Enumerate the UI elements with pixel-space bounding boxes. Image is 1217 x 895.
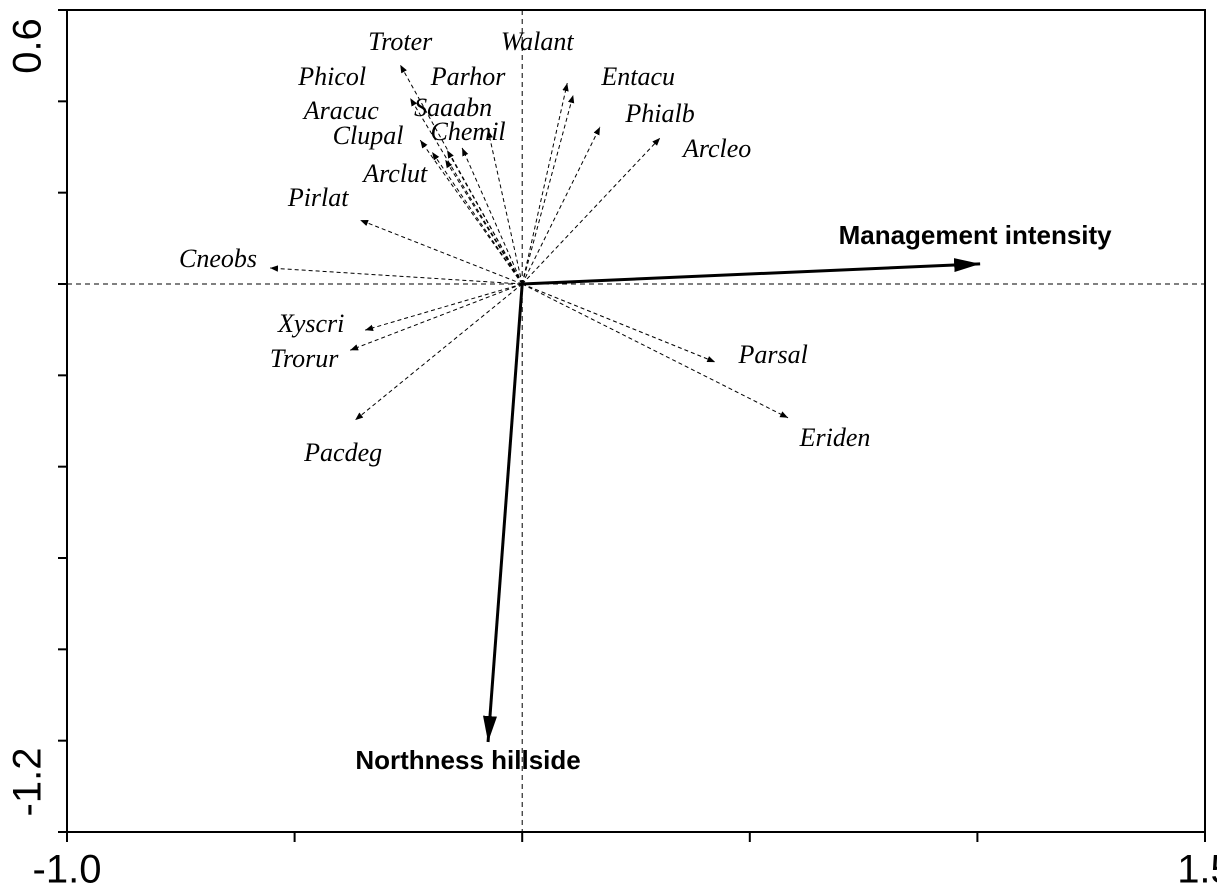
species-label: Saaabn xyxy=(414,93,492,122)
environment-label: Northness hillside xyxy=(355,745,580,775)
species-label: Chemil xyxy=(431,117,506,146)
species-label: Aracuc xyxy=(302,96,380,125)
environment-arrow xyxy=(483,283,524,743)
species-arrow xyxy=(365,283,523,331)
species-label: Arclut xyxy=(361,159,428,188)
species-label: Clupal xyxy=(333,121,404,150)
species-arrow xyxy=(354,283,523,421)
species-label: Troter xyxy=(368,27,433,56)
species-arrow xyxy=(419,139,523,285)
species-arrow xyxy=(444,159,523,285)
species-label: Phialb xyxy=(624,99,694,128)
species-arrow xyxy=(269,265,523,285)
species-arrow xyxy=(521,94,575,285)
species-label: Pacdeg xyxy=(303,438,382,467)
species-label: Cneobs xyxy=(179,244,257,273)
species-label: Entacu xyxy=(600,62,675,91)
species-arrow xyxy=(521,126,601,285)
species-arrow xyxy=(522,283,716,363)
species-arrow xyxy=(359,219,523,285)
species-label: Trorur xyxy=(270,344,339,373)
species-label: Xyscri xyxy=(277,309,344,338)
environment-arrow xyxy=(522,258,981,286)
species-label: Pirlat xyxy=(287,183,349,212)
species-label: Parhor xyxy=(430,62,507,91)
species-arrow xyxy=(461,147,523,285)
x-tick-label: 1.5 xyxy=(1177,848,1217,892)
species-arrow xyxy=(521,82,569,285)
species-label: Walant xyxy=(501,27,574,56)
species-label: Phicol xyxy=(297,62,366,91)
species-arrow xyxy=(349,283,523,351)
plot-frame xyxy=(66,9,1206,833)
species-arrow xyxy=(521,137,661,285)
species-arrow xyxy=(431,151,523,285)
species-arrow xyxy=(486,129,523,285)
species-label: Arcleo xyxy=(681,134,751,163)
x-tick-label: -1.0 xyxy=(33,848,102,892)
species-arrow xyxy=(446,149,523,285)
environment-label: Management intensity xyxy=(839,220,1113,250)
species-arrow xyxy=(521,283,789,419)
y-tick-label: 0.6 xyxy=(6,18,50,74)
y-tick-label: -1.2 xyxy=(6,748,50,817)
species-label: Eriden xyxy=(799,423,871,452)
species-label: Parsal xyxy=(738,340,808,369)
